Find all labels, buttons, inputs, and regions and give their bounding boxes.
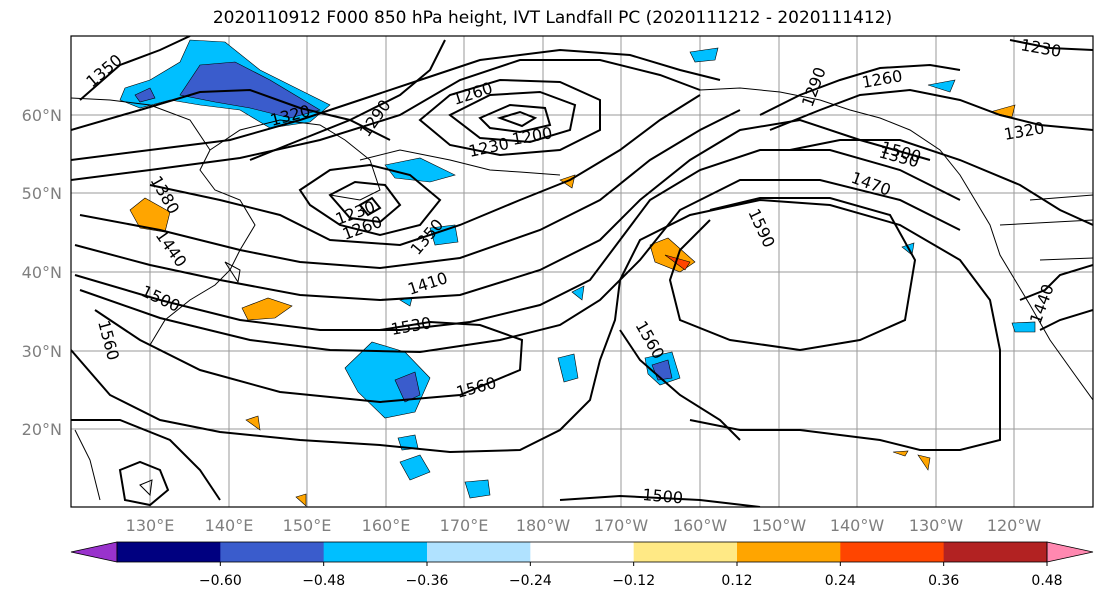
lon-tick-label: 160°E	[362, 516, 411, 535]
gridlines	[71, 36, 1093, 507]
map-title: 2020110912 F000 850 hPa height, IVT Land…	[212, 8, 893, 28]
lon-tick-label: 170°E	[440, 516, 489, 535]
colorbar-segment	[117, 542, 221, 562]
lat-axis: 60°N 50°N 40°N 30°N 20°N	[22, 106, 62, 439]
colorbar-segment	[530, 542, 635, 562]
colorbar-segment	[840, 542, 945, 562]
coastlines	[71, 87, 1093, 501]
colorbar-extend-right	[1046, 541, 1094, 563]
colorbar-tick-label: 0.12	[721, 573, 752, 589]
map-frame	[70, 35, 1094, 508]
lon-tick-label: 170°W	[594, 516, 649, 535]
colorbar-extend-left	[70, 541, 118, 563]
colorbar-tick-label: −0.12	[612, 573, 655, 589]
colorbar-segment	[943, 542, 1048, 562]
colorbar-tick-label: −0.48	[302, 573, 345, 589]
colorbar-tick-label: −0.24	[509, 573, 552, 589]
lat-tick-label: 40°N	[22, 263, 62, 282]
lon-tick-label: 130°W	[909, 516, 964, 535]
lon-tick-label: 140°E	[205, 516, 254, 535]
lon-tick-label: 120°W	[987, 516, 1042, 535]
lon-tick-label: 140°W	[830, 516, 885, 535]
colorbar-tick-label: 0.48	[1031, 573, 1062, 589]
height-contours	[71, 36, 1093, 507]
colorbar-segment	[427, 542, 531, 562]
lat-tick-label: 20°N	[22, 420, 62, 439]
colorbar-segment	[220, 542, 325, 562]
colorbar-tick-label: 0.24	[825, 573, 856, 589]
colorbar-segment	[633, 542, 738, 562]
lat-tick-label: 30°N	[22, 342, 62, 361]
lon-tick-label: 150°E	[283, 516, 332, 535]
lat-tick-label: 50°N	[22, 184, 62, 203]
lat-tick-label: 60°N	[22, 106, 62, 125]
lon-tick-label: 160°W	[673, 516, 728, 535]
lon-tick-label: 180°W	[516, 516, 571, 535]
colorbar-tick-label: −0.60	[199, 573, 242, 589]
contour-label: 1500	[642, 485, 684, 507]
lon-axis: 130°E 140°E 150°E 160°E 170°E 180°W 170°…	[126, 516, 1042, 535]
colorbar: −0.60 −0.48 −0.36 −0.24 −0.12 0.12 0.24 0.36 0.4…	[70, 541, 1094, 589]
lon-tick-label: 130°E	[126, 516, 175, 535]
colorbar-tick-label: −0.36	[406, 573, 449, 589]
colorbar-segment	[323, 542, 428, 562]
colorbar-segment	[737, 542, 841, 562]
lon-tick-label: 150°W	[752, 516, 807, 535]
colorbar-tick-label: 0.36	[928, 573, 959, 589]
